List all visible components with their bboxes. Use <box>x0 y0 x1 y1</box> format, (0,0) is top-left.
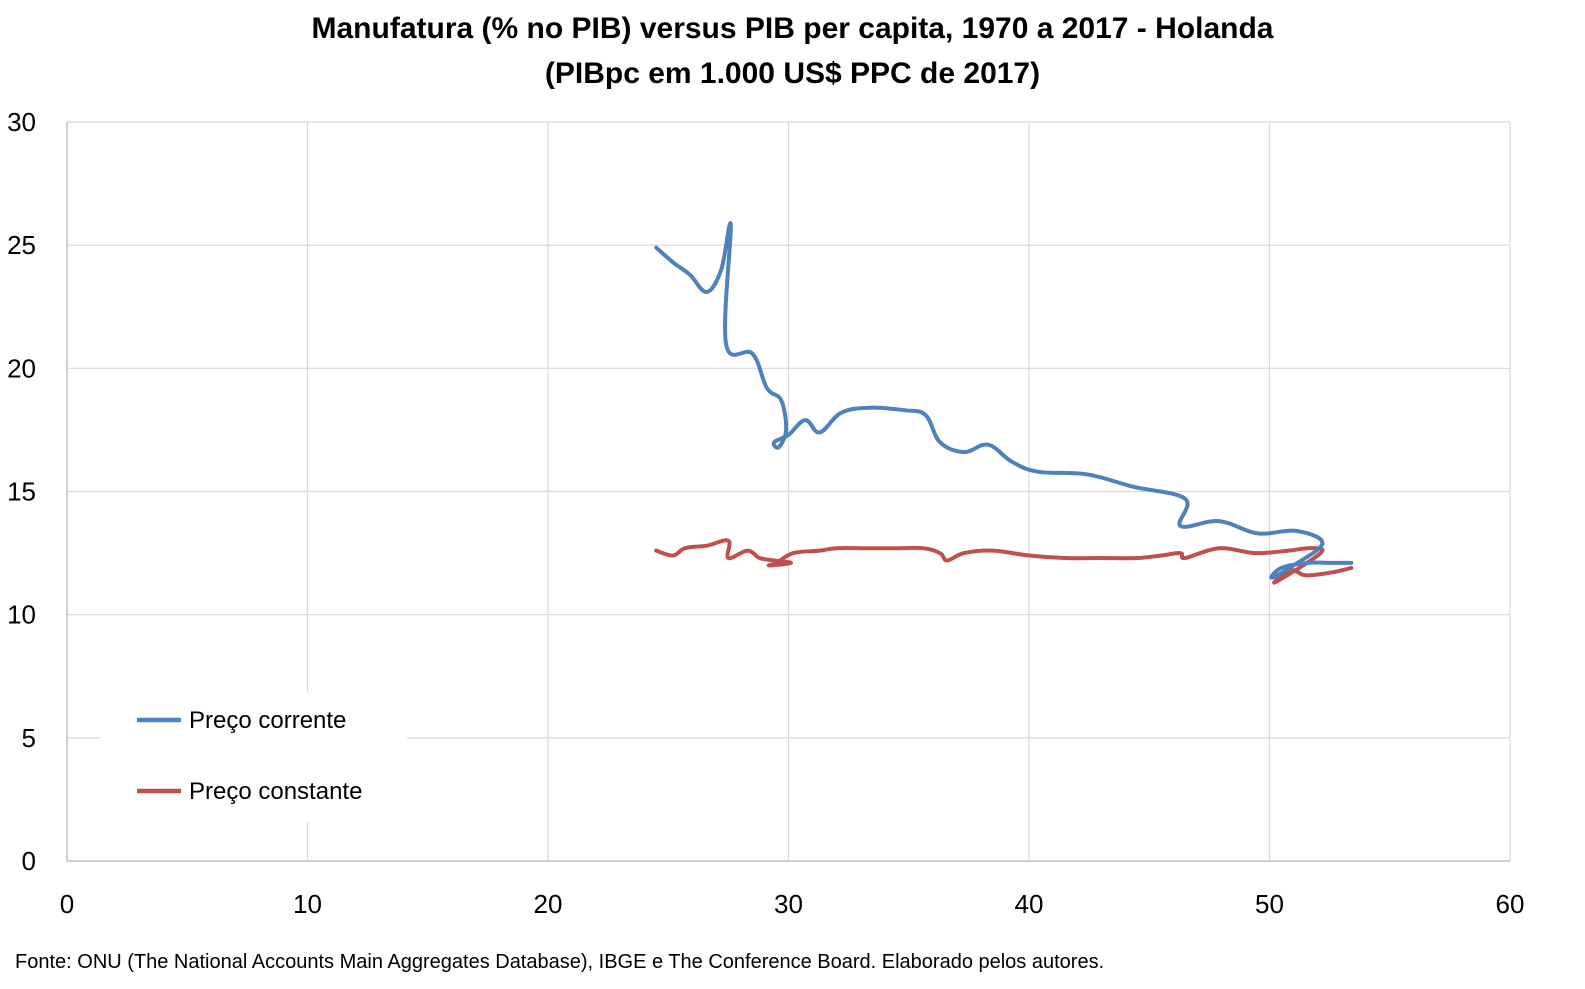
chart-title: Manufatura (% no PIB) versus PIB per cap… <box>311 12 1274 45</box>
series-line-preco-corrente <box>654 221 1354 580</box>
y-tick-label: 15 <box>7 477 36 507</box>
y-tick-label: 20 <box>7 353 36 383</box>
legend-label: Preço constante <box>189 778 362 805</box>
y-tick-label: 5 <box>22 723 36 753</box>
series-lines <box>654 221 1354 585</box>
x-tick-labels: 0 10 20 30 40 50 60 <box>60 889 1525 919</box>
x-tick-label: 20 <box>534 889 563 919</box>
y-tick-label: 0 <box>22 846 36 876</box>
y-tick-label: 10 <box>7 600 36 630</box>
y-tick-labels: 0 5 10 15 20 25 30 <box>7 107 36 876</box>
legend: Preço corrente Preço constante <box>100 692 407 822</box>
chart-canvas: 0 10 20 30 40 50 60 0 5 10 15 20 25 30 Preço corrent… <box>7 107 1525 919</box>
y-tick-label: 25 <box>7 230 36 260</box>
source-note: Fonte: ONU (The National Accounts Main A… <box>15 951 1105 973</box>
x-tick-label: 30 <box>774 889 803 919</box>
x-tick-label: 40 <box>1015 889 1044 919</box>
chart-subtitle: (PIBpc em 1.000 US$ PPC de 2017) <box>544 57 1041 90</box>
legend-label: Preço corrente <box>189 707 346 734</box>
x-tick-label: 60 <box>1496 889 1525 919</box>
x-tick-label: 10 <box>293 889 322 919</box>
x-tick-label: 0 <box>60 889 74 919</box>
y-tick-label: 30 <box>7 107 36 137</box>
legend-background <box>100 692 407 822</box>
series-line-preco-constante <box>654 538 1354 585</box>
axes <box>66 122 1510 862</box>
x-tick-label: 50 <box>1255 889 1284 919</box>
